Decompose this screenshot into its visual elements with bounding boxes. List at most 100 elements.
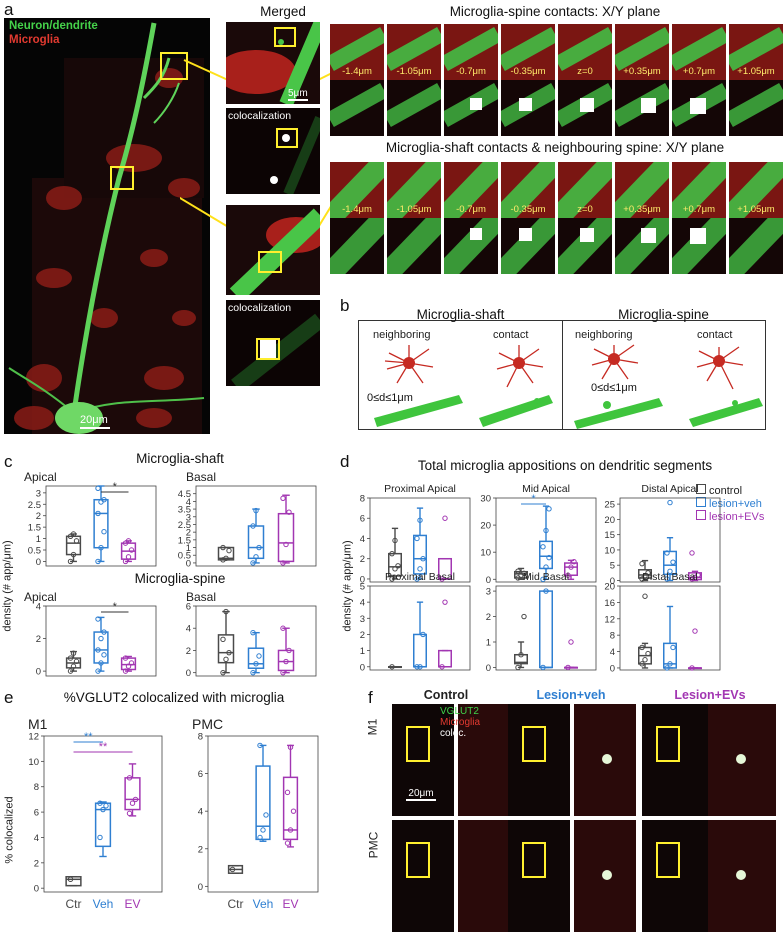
data-point [250, 629, 256, 636]
label-contact-2: contact [697, 329, 733, 341]
y-tick-label: 2.5 [28, 500, 41, 511]
data-point [132, 796, 139, 803]
y-tick-label: 0 [36, 557, 41, 568]
y-tick-label: 0 [610, 576, 615, 587]
box-iqr [514, 570, 528, 579]
data-point [97, 800, 103, 806]
data-point [220, 669, 226, 676]
z-slice-tile: -1.05μm [387, 24, 441, 80]
f-legend: VGLUT2 Microglia coloc. [440, 706, 480, 739]
merged-shaft-image [226, 205, 320, 295]
data-point [129, 800, 136, 806]
y-tick-label: 2 [186, 646, 191, 657]
panel-letter-e: e [4, 688, 14, 707]
f-legend-vglut2: VGLUT2 [440, 706, 479, 717]
data-point [101, 529, 107, 535]
box-iqr [413, 633, 427, 668]
y-tick-label: 2 [34, 858, 39, 869]
roi-box-coloc-2 [256, 338, 280, 360]
data-point [283, 541, 289, 548]
merged-spine-image: 5μm [226, 22, 320, 104]
z-slice-tile [558, 80, 612, 136]
box-iqr [227, 864, 244, 874]
data-point [670, 644, 676, 651]
plot-frame [495, 497, 597, 583]
f-zoom-image [708, 820, 776, 932]
data-point [417, 517, 423, 523]
z-depth-label: -1.05μm [396, 66, 432, 77]
f-col-control: Control [423, 688, 469, 702]
data-point [439, 664, 445, 670]
x-tick-label: EV [282, 897, 298, 911]
y-tick-label: 4 [360, 598, 365, 609]
z-depth-label: z=0 [577, 66, 593, 77]
x-tick-label: Ctr [66, 897, 82, 911]
merged-title: Merged [260, 4, 306, 19]
data-point [70, 531, 77, 537]
z-depth-label: -1.05μm [396, 204, 432, 215]
subplot-title: Proximal Apical [384, 483, 456, 495]
significance-label: ** [84, 731, 93, 743]
y-tick-label: 0 [360, 662, 365, 673]
data-point [122, 558, 129, 565]
data-point [100, 806, 106, 813]
y-tick-label: 25 [604, 500, 615, 511]
neuron-overview-drawing [4, 18, 210, 434]
data-point [250, 560, 256, 566]
z-slice-tile: +0.35μm [615, 162, 669, 218]
data-point [689, 550, 695, 556]
f-coloc-spot [602, 870, 612, 880]
box-iqr [638, 569, 652, 579]
c-shaft-title: Microglia-shaft [136, 451, 224, 466]
box-iqr [120, 657, 137, 671]
f-row-m1: M1 [365, 718, 380, 736]
box-iqr [277, 512, 295, 563]
legend-item-veh: lesion+veh [696, 497, 764, 510]
data-point [67, 558, 74, 565]
significance-label: * [113, 481, 118, 493]
y-tick-label: 0 [486, 575, 491, 586]
roi-box-shaft [110, 166, 134, 190]
y-tick-label: 0.5 [178, 551, 191, 562]
data-point [280, 560, 286, 566]
f-zoom-image [574, 820, 636, 932]
plot-frame [45, 485, 157, 567]
box-iqr [217, 634, 235, 664]
data-point [250, 669, 256, 676]
panel-letter-c: c [4, 452, 13, 471]
y-tick-label: 0 [610, 663, 615, 674]
data-point [540, 576, 546, 582]
data-point [253, 661, 259, 667]
f-coloc-spot [602, 754, 612, 764]
box-iqr [65, 876, 82, 887]
data-point [515, 568, 521, 574]
box-iqr [438, 557, 452, 580]
distance-label-2: 0≤d≤1μm [591, 382, 637, 394]
y-tick-label: 2 [36, 511, 41, 522]
z-slice-tile [558, 218, 612, 274]
z-depth-label: +0.35μm [623, 204, 661, 215]
box-iqr [247, 647, 265, 669]
legend-swatch-control [696, 484, 706, 494]
legend-item-ev: lesion+EVs [696, 510, 764, 523]
subplot-title: Proximal Basal [385, 571, 455, 583]
data-point [67, 655, 74, 661]
data-point [389, 576, 395, 582]
x-tick-label: EV [124, 897, 140, 911]
y-tick-label: 1 [186, 543, 191, 554]
f-roi-box [522, 726, 546, 762]
legend-swatch-veh [696, 497, 706, 507]
data-point [229, 866, 236, 873]
coloc-label-1: colocalization [228, 110, 292, 122]
e-pmc-label: PMC [192, 716, 224, 732]
data-point [546, 506, 552, 512]
box-iqr [388, 666, 402, 669]
scalebar-label: 20μm [80, 414, 108, 426]
significance-label: * [531, 493, 536, 505]
y-tick-label: 4 [610, 647, 615, 658]
y-tick-label: 30 [480, 494, 491, 505]
data-point [417, 664, 423, 670]
data-point [95, 510, 101, 517]
data-point [226, 649, 232, 656]
data-point [692, 628, 698, 634]
